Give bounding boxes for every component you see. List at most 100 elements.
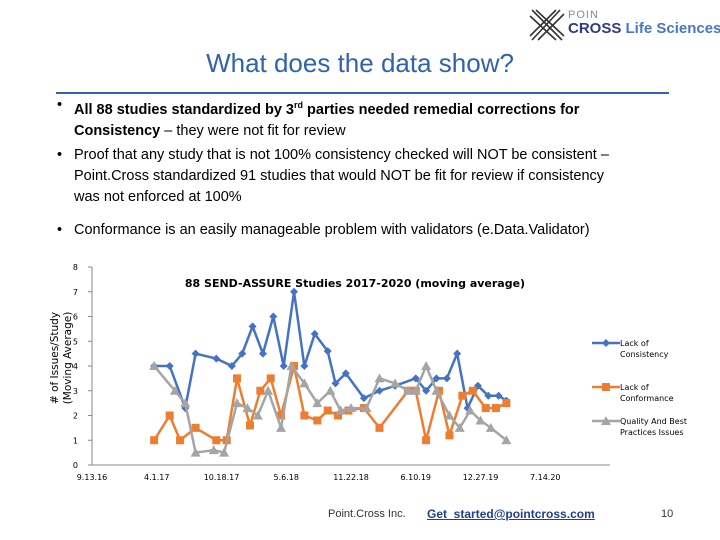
data-point bbox=[190, 447, 201, 457]
data-point bbox=[180, 398, 191, 408]
data-point bbox=[300, 411, 309, 420]
data-point bbox=[501, 435, 512, 445]
y-tick-label: 8 bbox=[73, 263, 78, 272]
slide-title: What does the data show? bbox=[206, 48, 514, 78]
data-point bbox=[256, 386, 265, 395]
pointcross-logo: POIN CROSS Life Sciences bbox=[528, 8, 720, 44]
data-point bbox=[150, 436, 159, 445]
data-point bbox=[279, 362, 288, 370]
bullet-line-3: was not enforced at 100% bbox=[74, 189, 242, 205]
bullet-line-1: All 88 studies standardized by 3rd parti… bbox=[74, 100, 580, 118]
data-point bbox=[269, 312, 278, 321]
data-point bbox=[411, 374, 420, 383]
data-point bbox=[252, 410, 263, 420]
page-number: 10 bbox=[661, 508, 674, 520]
legend-entry-1: Lack of Consistency bbox=[592, 339, 669, 359]
data-point bbox=[422, 386, 431, 395]
y-axis-label-line-2: (Moving Average) bbox=[62, 312, 74, 405]
logo-cross-icon bbox=[529, 9, 565, 41]
data-point bbox=[266, 374, 275, 383]
data-point bbox=[463, 404, 472, 413]
data-point bbox=[465, 405, 476, 415]
series-3 bbox=[149, 361, 512, 457]
bullet-line-1: Proof that any study that is not 100% co… bbox=[74, 147, 609, 163]
legend-entry-3: Quality And Best Practices Issues bbox=[592, 416, 687, 437]
data-point bbox=[325, 385, 336, 395]
series-2 bbox=[150, 362, 511, 445]
footer-email-link[interactable]: Get_started@pointcross.com bbox=[427, 507, 595, 521]
chart-legend: Lack of Consistency Lack of Conformance Qual… bbox=[592, 339, 687, 437]
y-tick-label: 1 bbox=[73, 436, 78, 445]
data-point bbox=[601, 416, 611, 425]
data-point bbox=[481, 404, 490, 413]
data-point bbox=[212, 436, 221, 445]
bullet-consistency-proof: • Proof that any study that is not 100% … bbox=[57, 145, 674, 208]
title-divider bbox=[56, 92, 669, 94]
data-point bbox=[191, 349, 200, 358]
data-point bbox=[212, 354, 221, 363]
y-tick-label: 2 bbox=[73, 412, 78, 421]
x-tick-label: 12.27.19 bbox=[463, 473, 499, 482]
x-tick-label: 10.18.17 bbox=[204, 473, 240, 482]
data-point bbox=[375, 386, 384, 395]
data-point bbox=[492, 404, 501, 413]
y-tick-label: 3 bbox=[73, 387, 78, 396]
bullet-conformance: • Conformance is an easily manageable pr… bbox=[57, 220, 674, 241]
bullet-dot: • bbox=[57, 147, 63, 163]
data-point bbox=[458, 391, 467, 400]
series-line bbox=[153, 365, 507, 443]
data-point bbox=[176, 436, 185, 445]
chart-title: 88 SEND-ASSURE Studies 2017-2020 (moving… bbox=[185, 277, 525, 290]
data-point bbox=[432, 374, 441, 383]
data-point bbox=[375, 423, 384, 432]
data-point bbox=[431, 385, 442, 395]
chart-plot-area bbox=[149, 287, 512, 457]
data-point bbox=[242, 403, 253, 413]
bullet-studies-corrections: • All 88 studies standardized by 3rd par… bbox=[57, 95, 674, 142]
y-axis-label: # of Issues/Study (Moving Average) bbox=[49, 312, 74, 405]
data-point bbox=[390, 378, 401, 388]
data-point bbox=[410, 385, 421, 395]
x-tick-label: 5.6.18 bbox=[274, 473, 299, 482]
data-point bbox=[245, 421, 254, 430]
data-point bbox=[323, 406, 332, 415]
data-point bbox=[602, 383, 610, 391]
data-point bbox=[602, 339, 610, 347]
data-point bbox=[475, 415, 486, 425]
legend-entry-2: Lack of Conformance bbox=[592, 383, 674, 403]
data-point bbox=[484, 391, 493, 400]
data-point bbox=[454, 422, 465, 432]
data-point bbox=[300, 362, 309, 370]
data-point bbox=[346, 403, 356, 413]
bullet-dot: • bbox=[57, 97, 63, 113]
data-point bbox=[165, 411, 174, 420]
data-point bbox=[149, 361, 160, 370]
data-point bbox=[233, 374, 242, 383]
footer-company: Point.Cross Inc. bbox=[328, 508, 406, 520]
data-point bbox=[323, 347, 332, 356]
data-point bbox=[169, 385, 180, 395]
bullet-line-2: Point.Cross standardized 91 studies that… bbox=[74, 168, 605, 184]
data-point bbox=[359, 394, 368, 403]
data-point bbox=[502, 399, 511, 408]
data-point bbox=[494, 391, 503, 400]
legend-label-line-2: Conformance bbox=[620, 394, 674, 403]
data-point bbox=[248, 322, 257, 331]
data-point bbox=[421, 361, 432, 370]
x-tick-label: 7.14.20 bbox=[530, 473, 561, 482]
issues-line-chart: 88 SEND-ASSURE Studies 2017-2020 (moving… bbox=[49, 263, 687, 482]
bullet-dot: • bbox=[57, 222, 63, 238]
data-point bbox=[165, 362, 174, 370]
data-point bbox=[310, 329, 319, 338]
data-point bbox=[374, 373, 385, 383]
data-point bbox=[191, 423, 200, 432]
data-point bbox=[422, 436, 431, 445]
legend-label-line-1: Lack of bbox=[620, 383, 649, 392]
data-point bbox=[453, 349, 462, 358]
data-point bbox=[276, 422, 287, 432]
data-point bbox=[286, 361, 297, 370]
data-point bbox=[313, 416, 322, 425]
x-tick-label: 9.13.16 bbox=[77, 473, 108, 482]
data-point bbox=[485, 422, 496, 432]
data-point bbox=[444, 410, 455, 420]
